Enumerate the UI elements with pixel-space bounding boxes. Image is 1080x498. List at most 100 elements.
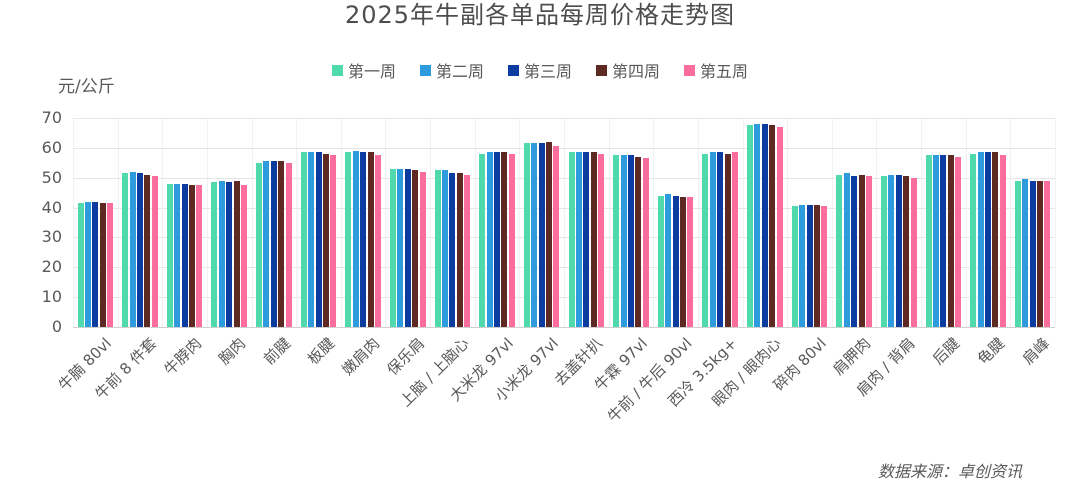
bar-第三周 [717, 152, 724, 327]
y-tick-label: 20 [41, 257, 62, 277]
bar-第一周 [702, 153, 709, 327]
bar-第四周 [947, 155, 954, 327]
bar-第五周 [732, 152, 739, 327]
legend-label: 第四周 [612, 62, 661, 81]
bar-第五周 [598, 153, 605, 327]
bar-第二周 [843, 173, 850, 327]
bar-第四周 [992, 152, 999, 327]
bar-第四周 [233, 180, 240, 327]
bar-第二周 [665, 194, 672, 327]
y-tick-label: 50 [41, 167, 62, 187]
bar-第二周 [754, 123, 761, 327]
bar-第五周 [642, 158, 649, 327]
horizontal-gridline [73, 237, 1055, 239]
bar-第二周 [352, 150, 359, 327]
vertical-gridline [251, 118, 253, 327]
vertical-gridline [1010, 118, 1012, 327]
chart-title: 2025年牛副各单品每周价格走势图 [344, 1, 736, 29]
bar-第五周 [419, 171, 426, 327]
bar-第二周 [1022, 179, 1029, 327]
legend-label: 第五周 [700, 62, 749, 81]
bar-第一周 [970, 153, 977, 327]
y-tick-label: 60 [41, 137, 62, 157]
bar-第三周 [985, 152, 992, 327]
legend-label: 第一周 [347, 62, 396, 81]
bar-第一周 [256, 162, 263, 327]
y-tick-label: 0 [51, 317, 62, 336]
bar-第一周 [1014, 180, 1021, 327]
horizontal-gridline [73, 177, 1055, 179]
legend: 第一周 第二周 第三周 第四周 第五周 [0, 58, 1080, 82]
bar-第二周 [397, 168, 404, 327]
bar-第三周 [538, 143, 545, 327]
bar-第二周 [620, 155, 627, 327]
vertical-gridline [965, 118, 967, 327]
bar-第四周 [635, 156, 642, 327]
bar-第三周 [761, 123, 768, 327]
bar-第二周 [486, 152, 493, 327]
legend-swatch-icon [507, 64, 519, 76]
bar-第五周 [1044, 180, 1051, 327]
bar-第一周 [389, 168, 396, 327]
bar-第二周 [709, 152, 716, 327]
legend-label: 第二周 [435, 62, 484, 81]
bar-第三周 [851, 176, 858, 327]
vertical-gridline [697, 118, 699, 327]
bar-第一周 [657, 195, 664, 327]
vertical-gridline [831, 118, 833, 327]
legend-swatch-icon [419, 64, 431, 76]
bar-第五周 [464, 174, 471, 327]
bar-第四周 [1037, 180, 1044, 327]
bar-第三周 [92, 201, 99, 327]
x-tick-label: 牛脖肉 [160, 334, 205, 379]
legend-swatch-icon [331, 64, 343, 76]
bar-第一周 [568, 152, 575, 327]
bar-第一周 [77, 203, 84, 327]
x-tick-label: 板腱 [304, 334, 339, 369]
vertical-gridline [921, 118, 923, 327]
bar-第四周 [813, 204, 820, 327]
bar-第一周 [880, 176, 887, 327]
bar-第五周 [865, 176, 872, 327]
bar-第一周 [791, 206, 798, 327]
vertical-gridline [876, 118, 878, 327]
bar-第三周 [270, 161, 277, 327]
bar-第二周 [575, 152, 582, 327]
bar-第四周 [501, 152, 508, 327]
data-source-note: 数据来源：卓创资讯 [877, 462, 1022, 481]
bar-第二周 [308, 152, 315, 327]
bar-第二周 [531, 143, 538, 327]
bar-第五周 [374, 155, 381, 327]
bar-第二周 [129, 171, 136, 327]
bar-第五周 [508, 153, 515, 327]
vertical-gridline [474, 118, 476, 327]
vertical-gridline [519, 118, 521, 327]
bar-第二周 [933, 155, 939, 327]
bar-第三周 [806, 204, 813, 327]
bar-第三周 [895, 174, 902, 327]
bar-第二周 [977, 152, 984, 327]
bar-第二周 [799, 204, 806, 327]
vertical-gridline [385, 118, 387, 327]
bar-第五周 [776, 126, 783, 327]
bar-第四周 [322, 153, 329, 327]
bar-第二周 [888, 174, 895, 327]
bar-第四周 [858, 174, 865, 327]
bar-第四周 [278, 161, 285, 327]
horizontal-gridline [73, 207, 1055, 209]
bar-第三周 [181, 183, 188, 327]
bar-第二周 [263, 161, 270, 327]
bar-第四周 [724, 153, 731, 327]
bar-第一周 [300, 152, 307, 327]
bar-第五周 [151, 176, 158, 327]
vertical-gridline [162, 118, 164, 327]
bar-第一周 [613, 155, 620, 327]
vertical-gridline [117, 118, 119, 327]
bar-第三周 [315, 152, 322, 327]
bar-第三周 [226, 182, 233, 327]
bar-第四周 [679, 197, 686, 327]
y-axis-unit-label: 元/公斤 [58, 77, 115, 97]
vertical-gridline [296, 118, 298, 327]
bar-第五周 [285, 162, 292, 327]
